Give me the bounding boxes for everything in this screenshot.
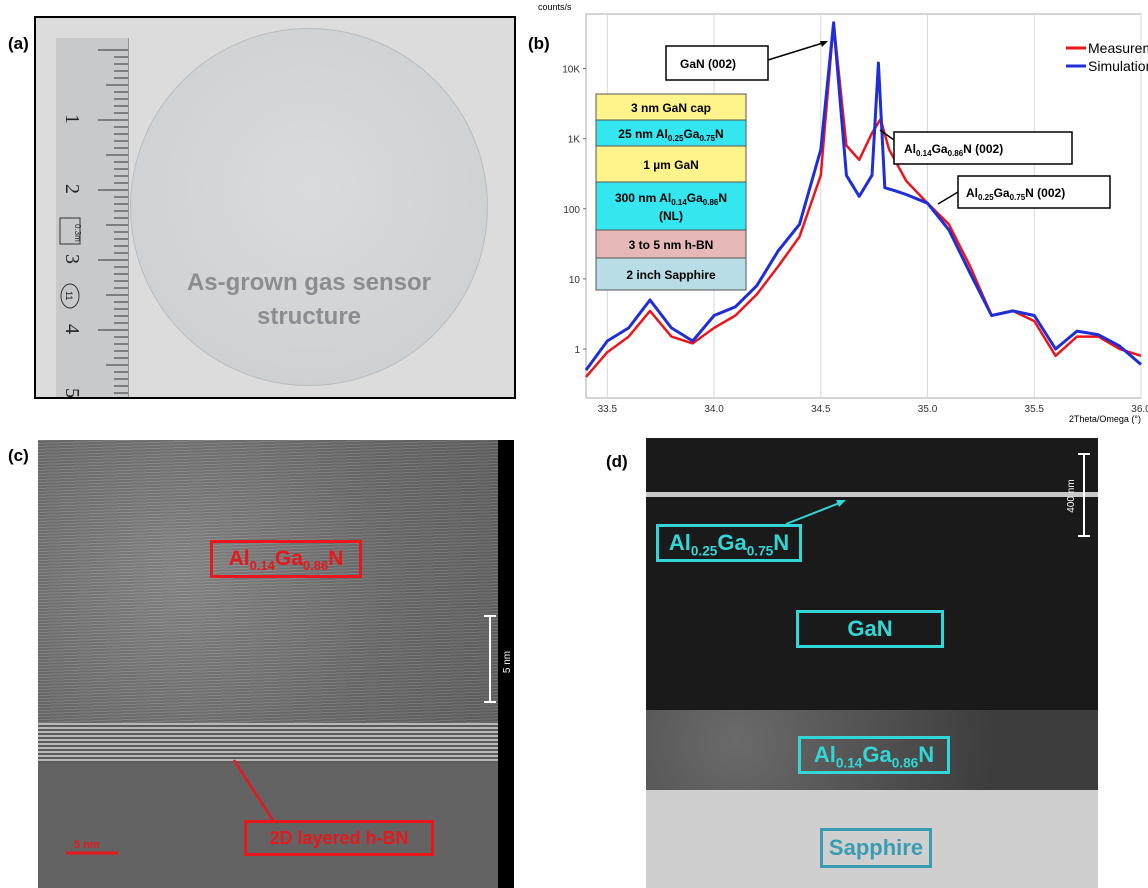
annotation-algan14: Al0.14Ga0.86N (002) xyxy=(879,129,1073,165)
tem-image-panel: Al0.14Ga0.86N 2D layered h-BN 5 nm 5 nm xyxy=(38,440,514,888)
wafer-disc: As-grown gas sensor structure xyxy=(130,28,488,386)
annotation-algan25: Al0.25Ga0.75N (002) xyxy=(937,175,1111,209)
layer-gan-cap-text: 3 nm GaN cap xyxy=(631,101,711,115)
ruler-badge-2: 11 xyxy=(64,291,74,300)
x-axis-label: 2Theta/Omega (°) xyxy=(1069,414,1141,424)
algan25-line xyxy=(646,492,1098,497)
layer-sapphire xyxy=(595,257,747,291)
layer-algan25 xyxy=(595,119,747,147)
layer-algan25-text: 25 nm Al0.25Ga0.75N xyxy=(618,127,723,143)
panel-label-b: (b) xyxy=(528,34,550,53)
ruler-ticks: 1 2 3 4 5 0.3m 11 xyxy=(59,49,128,398)
panel-label-a: (a) xyxy=(8,34,29,53)
algan25-pointer xyxy=(785,501,843,525)
ruler-badge-circle xyxy=(60,283,80,309)
wafer-caption-line2: structure xyxy=(256,303,362,330)
label-gan-edx: GaN xyxy=(796,610,944,648)
x-tick-label: 34.0 xyxy=(704,404,724,415)
x-tick-label: 36.0 xyxy=(1131,404,1148,415)
label-algan25-edx: Al0.25Ga0.75N xyxy=(656,524,802,562)
ruler-number-2: 2 xyxy=(61,184,83,194)
x-tick-label: 33.5 xyxy=(598,404,618,415)
y-tick-label: 1K xyxy=(568,135,581,146)
y-tick-label: 100 xyxy=(563,205,580,216)
x-tick-label: 35.5 xyxy=(1025,404,1045,415)
ruler-badge-1: 0.3m xyxy=(73,224,82,242)
y-axis-label: counts/s xyxy=(538,2,572,12)
y-tick-label: 10K xyxy=(562,65,580,76)
layer-stack: 3 nm GaN cap 25 nm Al0.25Ga0.75N 1 µm Ga… xyxy=(595,93,747,291)
panel-label-d: (d) xyxy=(606,452,628,471)
tem-edge-strip xyxy=(498,440,514,888)
legend-label-simulation: Simulation xyxy=(1088,58,1148,74)
label-hbn-tem: 2D layered h-BN xyxy=(244,820,434,856)
annotation-gan-text: GaN (002) xyxy=(680,57,736,71)
ruler-badge-box xyxy=(59,217,81,245)
wafer-caption-line1: As-grown gas sensor xyxy=(186,269,432,296)
x-tick-label: 34.5 xyxy=(811,404,831,415)
ruler: 1 2 3 4 5 0.3m 11 xyxy=(56,38,129,398)
layer-gan xyxy=(595,145,747,183)
scale-label-left: 5 nm xyxy=(74,839,100,851)
y-tick-label: 10 xyxy=(569,275,581,286)
label-sapphire-edx: Sapphire xyxy=(820,828,932,868)
series-line-measurement xyxy=(585,21,1142,378)
xrd-chart: counts/s 33.5 34.0 34.5 35.0 35.5 36.0 1 10 100 1… xyxy=(538,2,1148,424)
label-algan14-edx: Al0.14Ga0.86N xyxy=(798,736,950,774)
edx-overlay: 400 nm xyxy=(785,453,1090,537)
legend: Measurement Simulation xyxy=(1066,40,1148,74)
layer-gan-text: 1 µm GaN xyxy=(643,158,699,172)
scale-label-right: 5 nm xyxy=(502,651,513,673)
ruler-number-3: 3 xyxy=(61,254,83,264)
label-algan14-tem: Al0.14Ga0.86N xyxy=(210,540,362,578)
layer-hbn-text: 3 to 5 nm h-BN xyxy=(629,238,714,252)
annotation-gan: GaN (002) xyxy=(665,41,828,81)
wafer-photo-panel: As-grown gas sensor structure 1 2 3 4 5 … xyxy=(34,16,516,399)
scale-label-edx: 400 nm xyxy=(1066,479,1077,512)
layer-sapphire-text: 2 inch Sapphire xyxy=(626,268,716,282)
edx-map-panel: Al0.25Ga0.75N GaN Al0.14Ga0.86N Sapphire… xyxy=(646,438,1098,888)
layer-algan14-nl: (NL) xyxy=(659,209,683,223)
ruler-number-4: 4 xyxy=(61,324,83,334)
y-tick-label: 1 xyxy=(574,345,580,356)
algan14-region xyxy=(646,710,1098,790)
ruler-number-1: 1 xyxy=(61,114,83,124)
ruler-number-5: 5 xyxy=(61,388,83,398)
hbn-pointer xyxy=(232,759,276,823)
tem-overlay: 5 nm 5 nm xyxy=(66,615,513,855)
layer-algan14-text: 300 nm Al0.14Ga0.86N xyxy=(615,191,727,207)
series-line-simulation xyxy=(584,21,1142,371)
legend-label-measurement: Measurement xyxy=(1088,40,1148,56)
sapphire-region-edx xyxy=(646,790,1098,888)
panel-label-c: (c) xyxy=(8,446,29,465)
sapphire-region xyxy=(38,763,498,888)
x-tick-label: 35.0 xyxy=(918,404,938,415)
hbn-band xyxy=(38,723,498,763)
